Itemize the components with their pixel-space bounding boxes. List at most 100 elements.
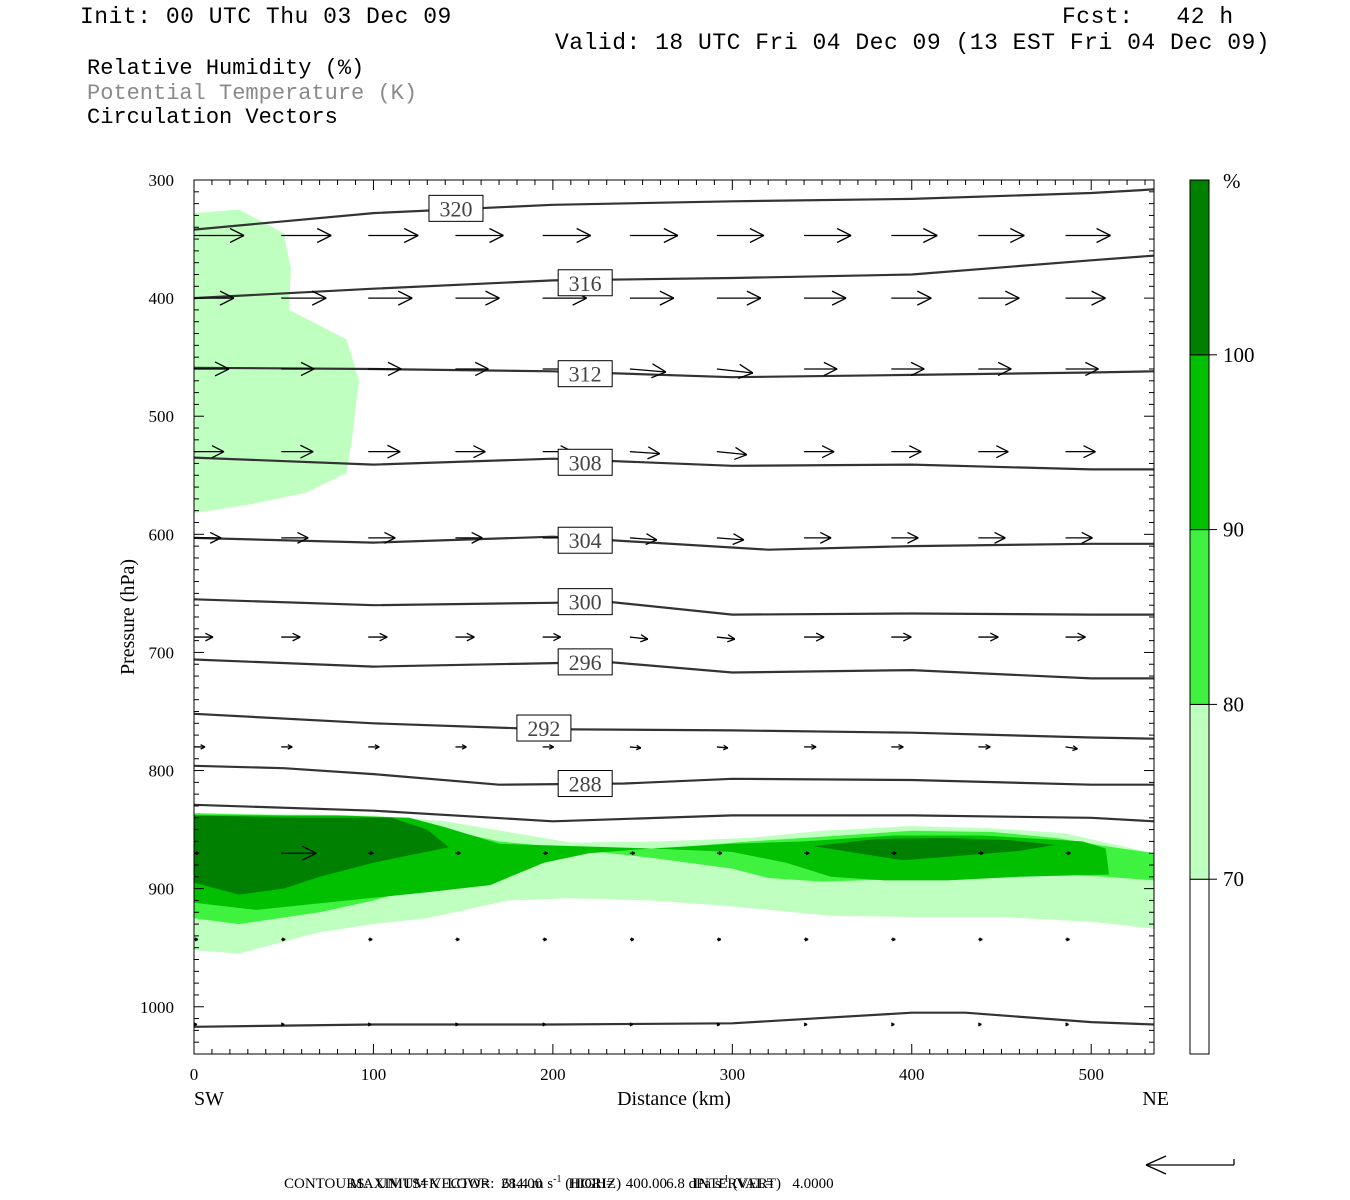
circulation-vector xyxy=(804,851,810,856)
circulation-vector xyxy=(455,531,483,544)
circulation-vector xyxy=(629,937,635,942)
circulation-vector xyxy=(629,446,661,460)
circulation-vector xyxy=(194,937,199,942)
circulation-vector xyxy=(804,290,847,306)
circulation-vector xyxy=(281,531,309,544)
colorbar: 70 80 90 100% xyxy=(1189,169,1255,1055)
circulation-vector xyxy=(455,632,475,642)
isentrope-288 xyxy=(194,764,1154,786)
rh-region-70-0 xyxy=(194,209,360,514)
isentrope-label-296: 296 xyxy=(569,650,602,675)
circulation-vector xyxy=(1065,851,1071,856)
isentrope-label-312: 312 xyxy=(569,362,602,387)
circulation-vector xyxy=(368,937,373,942)
rh-fill-layer xyxy=(194,209,1154,954)
circulation-vector xyxy=(978,1022,982,1027)
circulation-vector xyxy=(716,446,748,461)
circulation-vector xyxy=(368,290,413,306)
circulation-vector xyxy=(978,743,991,750)
x-end-label-left: SW xyxy=(194,1088,224,1110)
circulation-vector xyxy=(803,1022,808,1027)
isentrope-label-292: 292 xyxy=(527,716,560,741)
x-tick-label: 300 xyxy=(720,1065,746,1084)
circulation-vector xyxy=(1065,227,1111,244)
circulation-vector xyxy=(629,1022,634,1027)
circulation-vector xyxy=(891,361,925,377)
colorbar-level-label: 70 xyxy=(1223,867,1244,891)
isentrope-label-box-316 xyxy=(557,269,613,297)
circulation-vector xyxy=(281,227,332,244)
circulation-vector xyxy=(629,227,679,244)
circulation-vector xyxy=(716,1022,721,1027)
circulation-vector xyxy=(1065,937,1070,942)
circulation-vector xyxy=(281,937,286,942)
legend-vectors: Circulation Vectors xyxy=(87,105,338,130)
circulation-vector xyxy=(716,937,722,942)
circulation-vector xyxy=(629,363,667,379)
circulation-vector xyxy=(804,937,809,942)
valid-time: Valid: 18 UTC Fri 04 Dec 09 (13 EST Fri … xyxy=(555,30,1271,56)
circulation-vector xyxy=(281,744,293,750)
circulation-vector xyxy=(891,290,932,306)
circulation-vector xyxy=(978,227,1025,244)
isentrope-304 xyxy=(194,535,1154,551)
vert-tag: (VERT) xyxy=(732,1176,782,1192)
circulation-vector xyxy=(1065,1022,1069,1027)
circulation-vector xyxy=(978,937,983,942)
y-tick-label: 700 xyxy=(149,643,175,662)
circulation-vector xyxy=(891,531,919,544)
circulation-vector xyxy=(804,361,838,377)
reference-vector-arrow xyxy=(1145,1155,1235,1175)
circulation-vector xyxy=(891,743,904,750)
colorbar-level-label: 90 xyxy=(1223,518,1244,542)
isentrope-label-304: 304 xyxy=(569,528,602,553)
isentrope-label-box-304 xyxy=(557,526,613,554)
isentrope-label-box-296 xyxy=(557,648,613,676)
circulation-vector xyxy=(629,290,675,306)
circulation-vector xyxy=(368,444,401,459)
circulation-vector xyxy=(978,531,1006,544)
circulation-vector xyxy=(367,1022,372,1027)
circulation-vector xyxy=(194,227,245,244)
colorbar-unit: % xyxy=(1223,169,1241,193)
circulation-vector xyxy=(716,363,754,379)
circulation-vector xyxy=(1065,445,1096,459)
circulation-vector xyxy=(629,533,658,546)
isentrope-label-box-320 xyxy=(428,194,484,222)
circulation-vector xyxy=(542,851,548,856)
circulation-vector xyxy=(1065,745,1078,752)
x-tick-label: 200 xyxy=(540,1065,566,1084)
x-end-label-right: NE xyxy=(1142,1088,1169,1110)
circulation-vector xyxy=(368,744,380,750)
isentrope-label-308: 308 xyxy=(569,450,602,475)
circulation-vector xyxy=(280,1022,285,1027)
x-tick-label: 100 xyxy=(361,1065,387,1084)
isentrope-284 xyxy=(194,803,1154,823)
circulation-vector xyxy=(368,531,396,544)
legend-theta: Potential Temperature (K) xyxy=(87,81,418,106)
circulation-vector xyxy=(455,361,489,377)
horiz-tag: (HORIZ) xyxy=(565,1176,622,1192)
circulation-vector xyxy=(716,744,729,751)
circulation-vector xyxy=(891,851,897,856)
y-tick-label: 500 xyxy=(149,407,175,426)
colorbar-swatch xyxy=(1189,878,1210,1055)
colorbar-level-label: 80 xyxy=(1223,692,1244,716)
isentrope-296 xyxy=(194,658,1154,680)
circulation-vector xyxy=(804,227,852,244)
vert-exp: -1 xyxy=(720,1174,730,1185)
circulation-vector xyxy=(194,531,222,544)
isentrope-292 xyxy=(194,712,1154,740)
circulation-vector xyxy=(455,744,467,750)
horiz-max: 61.4 m s xyxy=(501,1176,554,1192)
circulation-vector xyxy=(891,632,912,642)
legend-rh: Relative Humidity (%) xyxy=(87,56,365,81)
circulation-vector xyxy=(1065,290,1106,306)
circulation-vector xyxy=(716,533,745,546)
circulation-vector xyxy=(455,851,461,856)
circulation-vector xyxy=(629,634,649,643)
isentrope-label-box-308 xyxy=(557,448,613,476)
circulation-vector xyxy=(281,632,301,642)
axis-ticks xyxy=(193,179,1154,1055)
